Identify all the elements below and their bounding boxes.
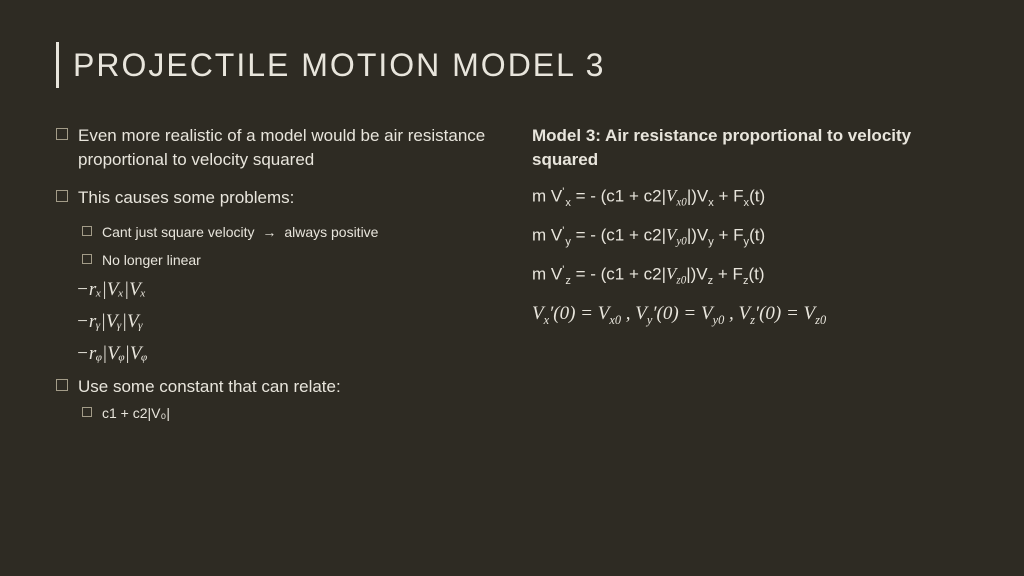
content-columns: Even more realistic of a model would be … bbox=[56, 124, 968, 424]
right-column: Model 3: Air resistance proportional to … bbox=[532, 124, 968, 424]
equation-rx: −rₓ|Vₓ|Vₓ bbox=[76, 279, 492, 301]
sub-x0: x0 bbox=[676, 197, 686, 209]
bullet-3: Use some constant that can relate: bbox=[56, 375, 492, 399]
equation-ry: −rᵧ|Vᵧ|Vᵧ bbox=[76, 311, 492, 333]
slide-title: PROJECTILE MOTION MODEL 3 bbox=[73, 47, 605, 84]
equation-vz: m V'z = - (c1 + c2|Vz0|)Vz + Fz(t) bbox=[532, 264, 968, 287]
bullet-2: This causes some problems: bbox=[56, 186, 492, 210]
sub-z0: z0 bbox=[676, 275, 686, 287]
bullet-square-icon bbox=[56, 379, 68, 391]
bullet-square-icon bbox=[56, 190, 68, 202]
bullet-square-icon bbox=[82, 254, 92, 264]
title-accent-bar bbox=[56, 42, 59, 88]
equation-vx: m V'x = - (c1 + c2|Vx0|)Vx + Fx(t) bbox=[532, 186, 968, 209]
title-block: PROJECTILE MOTION MODEL 3 bbox=[56, 42, 968, 88]
bullet-3a-text: c1 + c2|V₀| bbox=[102, 404, 170, 424]
bullet-square-icon bbox=[82, 226, 92, 236]
initial-conditions: Vx′(0) = Vx0 , Vy′(0) = Vy0 , Vz′(0) = V… bbox=[532, 303, 968, 328]
bullet-2a-pre: Cant just square velocity bbox=[102, 224, 255, 240]
bullet-2b-text: No longer linear bbox=[102, 251, 201, 271]
bullet-3a: c1 + c2|V₀| bbox=[82, 404, 492, 424]
left-column: Even more realistic of a model would be … bbox=[56, 124, 492, 424]
bullet-2b: No longer linear bbox=[82, 251, 492, 271]
equation-vy: m V'y = - (c1 + c2|Vy0|)Vy + Fy(t) bbox=[532, 225, 968, 248]
model-heading: Model 3: Air resistance proportional to … bbox=[532, 124, 968, 172]
bullet-2-text: This causes some problems: bbox=[78, 186, 294, 210]
bullet-1-text: Even more realistic of a model would be … bbox=[78, 124, 492, 172]
bullet-3-text: Use some constant that can relate: bbox=[78, 375, 341, 399]
arrow-icon: → bbox=[262, 223, 276, 243]
equation-rz: −rᵩ|Vᵩ|Vᵩ bbox=[76, 343, 492, 365]
sub-y0: y0 bbox=[676, 236, 686, 248]
bullet-2a-post: always positive bbox=[284, 224, 378, 240]
bullet-square-icon bbox=[56, 128, 68, 140]
bullet-2a: Cant just square velocity → always posit… bbox=[82, 223, 492, 243]
bullet-1: Even more realistic of a model would be … bbox=[56, 124, 492, 172]
bullet-square-icon bbox=[82, 407, 92, 417]
bullet-2a-text: Cant just square velocity → always posit… bbox=[102, 223, 378, 243]
